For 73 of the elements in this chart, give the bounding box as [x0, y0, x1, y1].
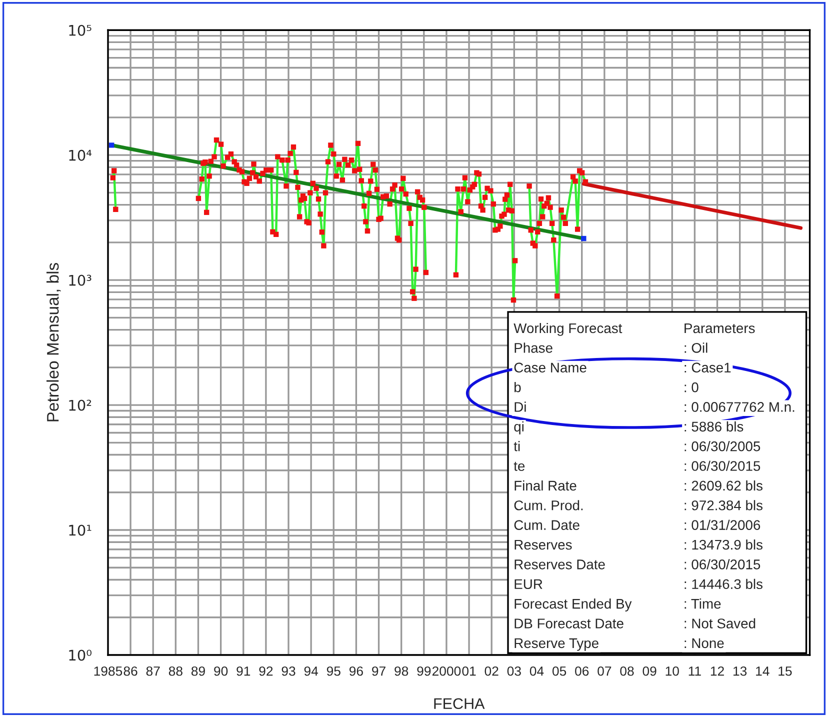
- x-tick-label: 13: [733, 666, 747, 676]
- annotation: Reserve Type: [514, 638, 598, 651]
- y-axis-title: Petroleo Mensual, bls: [46, 263, 61, 422]
- x-axis-title: FECHA: [434, 698, 485, 710]
- annotation: Reserves: [514, 540, 572, 550]
- x-tick-label: 08: [620, 666, 634, 676]
- x-tick-label: 94: [304, 666, 318, 676]
- annotation: : 06/30/2005: [684, 441, 760, 452]
- y-tick-label: 10⁵: [69, 24, 92, 36]
- x-tick-label: 90: [214, 666, 228, 676]
- annotation: b: [514, 382, 521, 392]
- x-tick-label: 96: [349, 666, 363, 676]
- annotation: : 14446.3 bls: [684, 578, 762, 590]
- x-tick-label: 89: [191, 666, 205, 676]
- x-tick-label: 04: [530, 666, 544, 676]
- annotation: : Time: [684, 598, 721, 609]
- x-tick-label: 02: [484, 666, 498, 676]
- x-tick-label: 01: [462, 666, 476, 676]
- annotation: : 01/31/2006: [684, 520, 760, 530]
- x-tick-label: 07: [598, 666, 612, 676]
- y-tick-label: 10²: [69, 400, 92, 411]
- annotation: Di: [514, 402, 526, 412]
- x-tick-label: 86: [124, 666, 138, 676]
- x-tick-label: 1985: [94, 666, 122, 676]
- x-tick-label: 92: [259, 666, 273, 676]
- x-tick-label: 05: [552, 666, 566, 676]
- x-tick-label: 91: [236, 666, 250, 676]
- annotation: te: [514, 462, 525, 471]
- annotation: Working Forecast: [514, 322, 622, 336]
- annotation: Phase: [514, 342, 552, 353]
- x-tick-label: 14: [756, 666, 770, 676]
- annotation: : 972.384 bls: [684, 500, 762, 510]
- x-tick-label: 93: [282, 666, 296, 676]
- annotation: Forecast Ended By: [514, 598, 632, 612]
- annotation: : 2609.62 bls: [684, 480, 762, 491]
- annotation: qi: [514, 421, 524, 434]
- x-tick-label: 99: [417, 666, 431, 676]
- annotation: Case Name: [514, 362, 586, 373]
- annotation: Parameters: [684, 323, 755, 334]
- annotation: Reserves Date: [514, 560, 605, 570]
- annotation: : 0: [684, 382, 698, 392]
- x-tick-label: 03: [507, 666, 521, 676]
- annotation: : Not Saved: [684, 618, 756, 628]
- x-tick-label: 06: [575, 666, 589, 676]
- annotation: DB Forecast Date: [514, 618, 624, 628]
- annotation: ti: [514, 441, 520, 452]
- x-tick-label: 12: [710, 666, 724, 676]
- x-tick-label: 97: [372, 666, 386, 676]
- annotation: : None: [684, 638, 724, 648]
- annotation: Cum. Prod.: [514, 500, 583, 510]
- annotation: : 06/30/2015: [684, 460, 760, 471]
- annotation: EUR: [514, 579, 542, 590]
- annotation: : Oil: [684, 342, 708, 353]
- x-tick-label: 11: [688, 666, 701, 676]
- y-tick-label: 10³: [69, 274, 92, 286]
- annotation: : Case1: [684, 362, 731, 373]
- x-tick-label: 09: [642, 666, 656, 676]
- annotation: Final Rate: [514, 480, 576, 491]
- annotation: Cum. Date: [514, 520, 580, 530]
- annotation: : 0.00677762 M.n.: [684, 402, 794, 412]
- x-tick-label: 10: [666, 666, 679, 676]
- x-tick-label: 98: [394, 666, 408, 676]
- x-tick-label: 87: [146, 666, 160, 676]
- y-tick-label: 10⁴: [69, 150, 92, 161]
- x-tick-label: 95: [326, 666, 340, 676]
- annotation: : 5886 bls: [684, 421, 744, 432]
- x-tick-label: 2000: [432, 666, 461, 676]
- y-tick-label: 10⁰: [69, 650, 92, 661]
- x-tick-label: 88: [168, 666, 182, 676]
- annotation: : 13473.9 bls: [684, 539, 762, 550]
- annotation: : 06/30/2015: [684, 559, 760, 570]
- y-tick-label: 10¹: [69, 524, 92, 536]
- x-tick-label: 15: [778, 666, 792, 676]
